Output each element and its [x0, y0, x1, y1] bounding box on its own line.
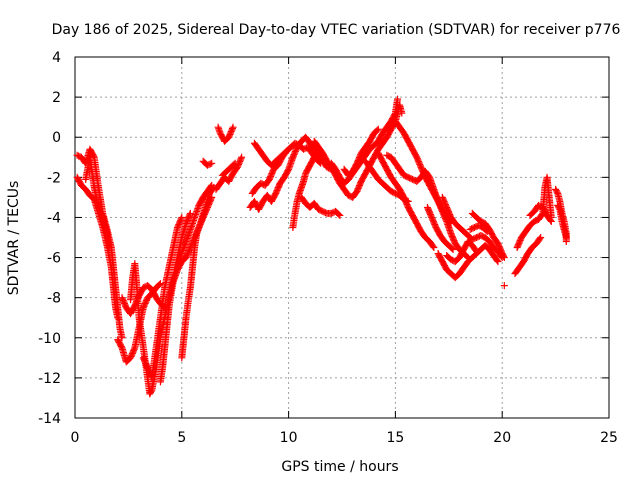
data-point: [186, 209, 194, 217]
data-point: [493, 256, 501, 264]
data-point: [317, 159, 325, 167]
x-tick-label: 5: [177, 430, 186, 446]
x-tick-label: 10: [280, 430, 298, 446]
plot-frame: [74, 56, 610, 419]
data-markers: [73, 95, 570, 398]
data-point: [237, 155, 245, 163]
data-point: [285, 145, 293, 153]
data-point: [207, 183, 215, 191]
data-point: [472, 246, 480, 254]
data-point: [114, 314, 122, 322]
y-tick-label: 2: [52, 90, 61, 106]
data-point: [500, 282, 508, 290]
data-point: [536, 235, 544, 243]
data-point: [546, 216, 554, 224]
y-tick-label: -4: [47, 210, 61, 226]
data-point: [186, 211, 194, 219]
data-point: [313, 150, 321, 158]
data-point: [562, 234, 570, 241]
x-axis-label: GPS time / hours: [281, 459, 398, 475]
data-point: [553, 188, 561, 196]
data-point: [118, 334, 126, 342]
data-point: [156, 280, 164, 288]
x-tick-label: 0: [71, 430, 80, 446]
data-point: [155, 281, 163, 289]
data-point: [398, 109, 406, 117]
y-axis-label: SDTVAR / TECUs: [6, 181, 22, 296]
data-point: [404, 197, 412, 205]
data-point: [230, 160, 238, 168]
x-tick-label: 25: [600, 430, 618, 446]
data-point: [336, 211, 344, 219]
y-tick-label: -2: [47, 170, 61, 186]
x-tick-label: 15: [386, 430, 404, 446]
data-point: [494, 258, 502, 266]
data-point: [394, 95, 402, 103]
data-point: [391, 110, 399, 118]
y-tick-label: -10: [38, 331, 61, 347]
data-point: [238, 153, 246, 161]
data-point: [231, 159, 239, 167]
y-tick-label: -14: [38, 411, 61, 427]
data-point: [429, 242, 437, 250]
x-tick-labels: 0 5 10 15 20 25: [71, 430, 618, 446]
data-point: [90, 152, 98, 160]
data-point: [208, 159, 216, 167]
data-point: [284, 146, 292, 154]
data-point: [374, 125, 382, 133]
y-tick-label: 0: [52, 130, 61, 146]
chart-title: Day 186 of 2025, Sidereal Day-to-day VTE…: [52, 22, 621, 38]
data-point: [178, 213, 186, 221]
y-tick-labels: -14 -12 -10 -8 -6 -4 -2 0 2 4: [38, 50, 61, 427]
data-point: [430, 244, 438, 252]
data-point: [228, 125, 236, 133]
y-tick-label: 4: [52, 50, 61, 66]
data-point: [105, 244, 113, 252]
data-point: [177, 215, 185, 223]
data-point: [373, 126, 381, 134]
data-point: [547, 217, 555, 225]
data-point: [208, 181, 216, 189]
data-point: [335, 210, 343, 218]
y-tick-label: -6: [47, 251, 61, 267]
y-tick-label: -8: [47, 291, 61, 307]
data-point: [555, 204, 563, 212]
data-point: [500, 252, 508, 260]
data-point: [98, 212, 106, 220]
data-point: [537, 234, 545, 241]
data-point: [500, 254, 508, 262]
data-point: [206, 160, 214, 168]
data-point: [316, 158, 324, 166]
y-tick-label: -12: [38, 371, 61, 387]
data-point: [229, 123, 237, 131]
data-point: [463, 253, 471, 261]
data-point: [130, 345, 138, 353]
data-point: [449, 246, 457, 254]
x-tick-label: 20: [493, 430, 511, 446]
data-point: [473, 248, 481, 256]
data-point: [147, 387, 155, 395]
axis-ticks: [74, 56, 610, 419]
data-point: [448, 245, 456, 253]
data-point: [403, 197, 411, 205]
